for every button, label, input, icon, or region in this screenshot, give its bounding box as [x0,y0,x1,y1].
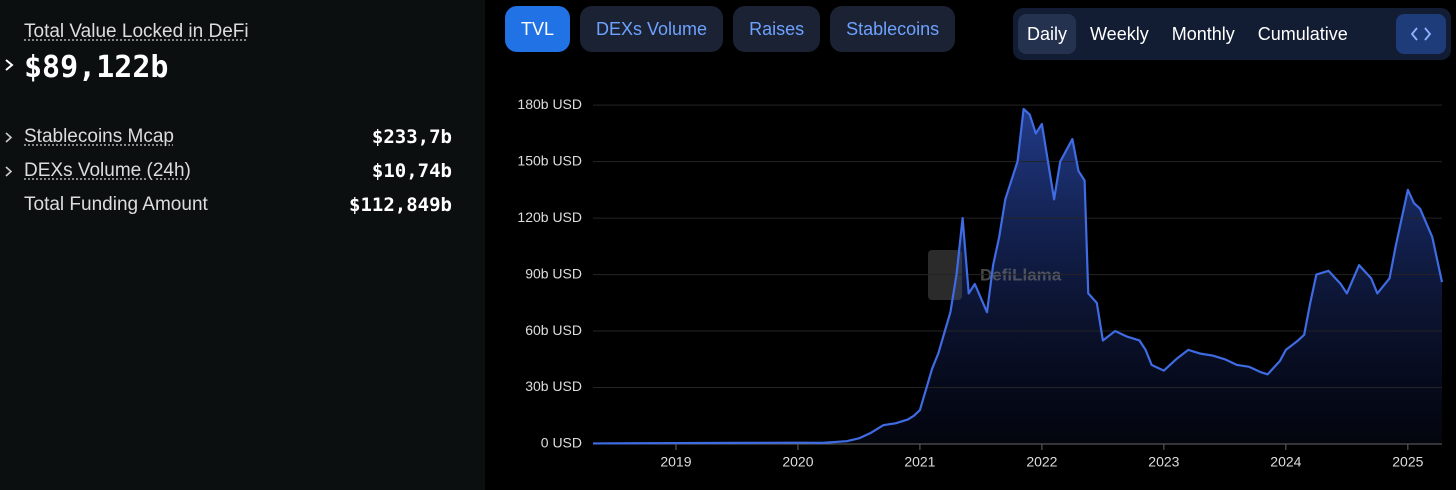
tab[interactable]: TVL [505,6,571,52]
stat-label[interactable]: Stablecoins Mcap [24,126,174,147]
period-button[interactable]: Daily [1018,14,1077,54]
stat-value: $112,849b [349,194,452,216]
period-button[interactable]: Weekly [1090,24,1149,44]
x-tick-label: 2020 [782,454,813,470]
period-button[interactable]: Cumulative [1257,24,1348,44]
x-tick-label: 2022 [1026,454,1057,470]
y-tick-label: 90b USD [525,265,582,281]
tvl-title: Total Value Locked in DeFi [24,21,249,42]
y-tick-label: 30b USD [525,378,582,394]
sidebar: Total Value Locked in DeFi $89,122b Stab… [0,0,485,490]
line [592,107,1444,445]
y-tick-label: 0 USD [541,435,582,451]
stat-value: $10,74b [371,160,452,182]
tab[interactable]: Stablecoins [830,6,956,52]
tvl-value: $89,122b [24,50,169,85]
y-tick-label: 60b USD [525,322,582,338]
tab[interactable]: DEXs Volume [580,6,724,52]
x-tick-label: 2024 [1270,454,1301,470]
stat-label[interactable]: DEXs Volume (24h) [24,160,191,181]
period-toggle: Daily Weekly Monthly Cumulative [1013,8,1451,60]
tabs: TVL DEXs Volume Raises Stablecoins [505,6,956,52]
x-tick-label: 2021 [904,454,935,470]
stat-value: $233,7b [371,126,452,148]
expand-icon[interactable] [4,58,14,72]
y-tick-label: 180b USD [517,96,582,112]
stat-label: Total Funding Amount [24,194,208,215]
x-tick-label: 2023 [1148,454,1179,470]
period-button[interactable]: Monthly [1171,24,1235,44]
y-tick-label: 150b USD [517,152,582,168]
expand-icon[interactable] [4,165,14,179]
expand-icon[interactable] [4,131,14,145]
y-tick-label: 120b USD [517,209,582,225]
embed-button[interactable] [1396,14,1446,54]
tab[interactable]: Raises [733,6,821,52]
area [593,108,1442,445]
x-tick-label: 2019 [660,454,691,470]
x-tick-label: 2025 [1392,454,1423,470]
